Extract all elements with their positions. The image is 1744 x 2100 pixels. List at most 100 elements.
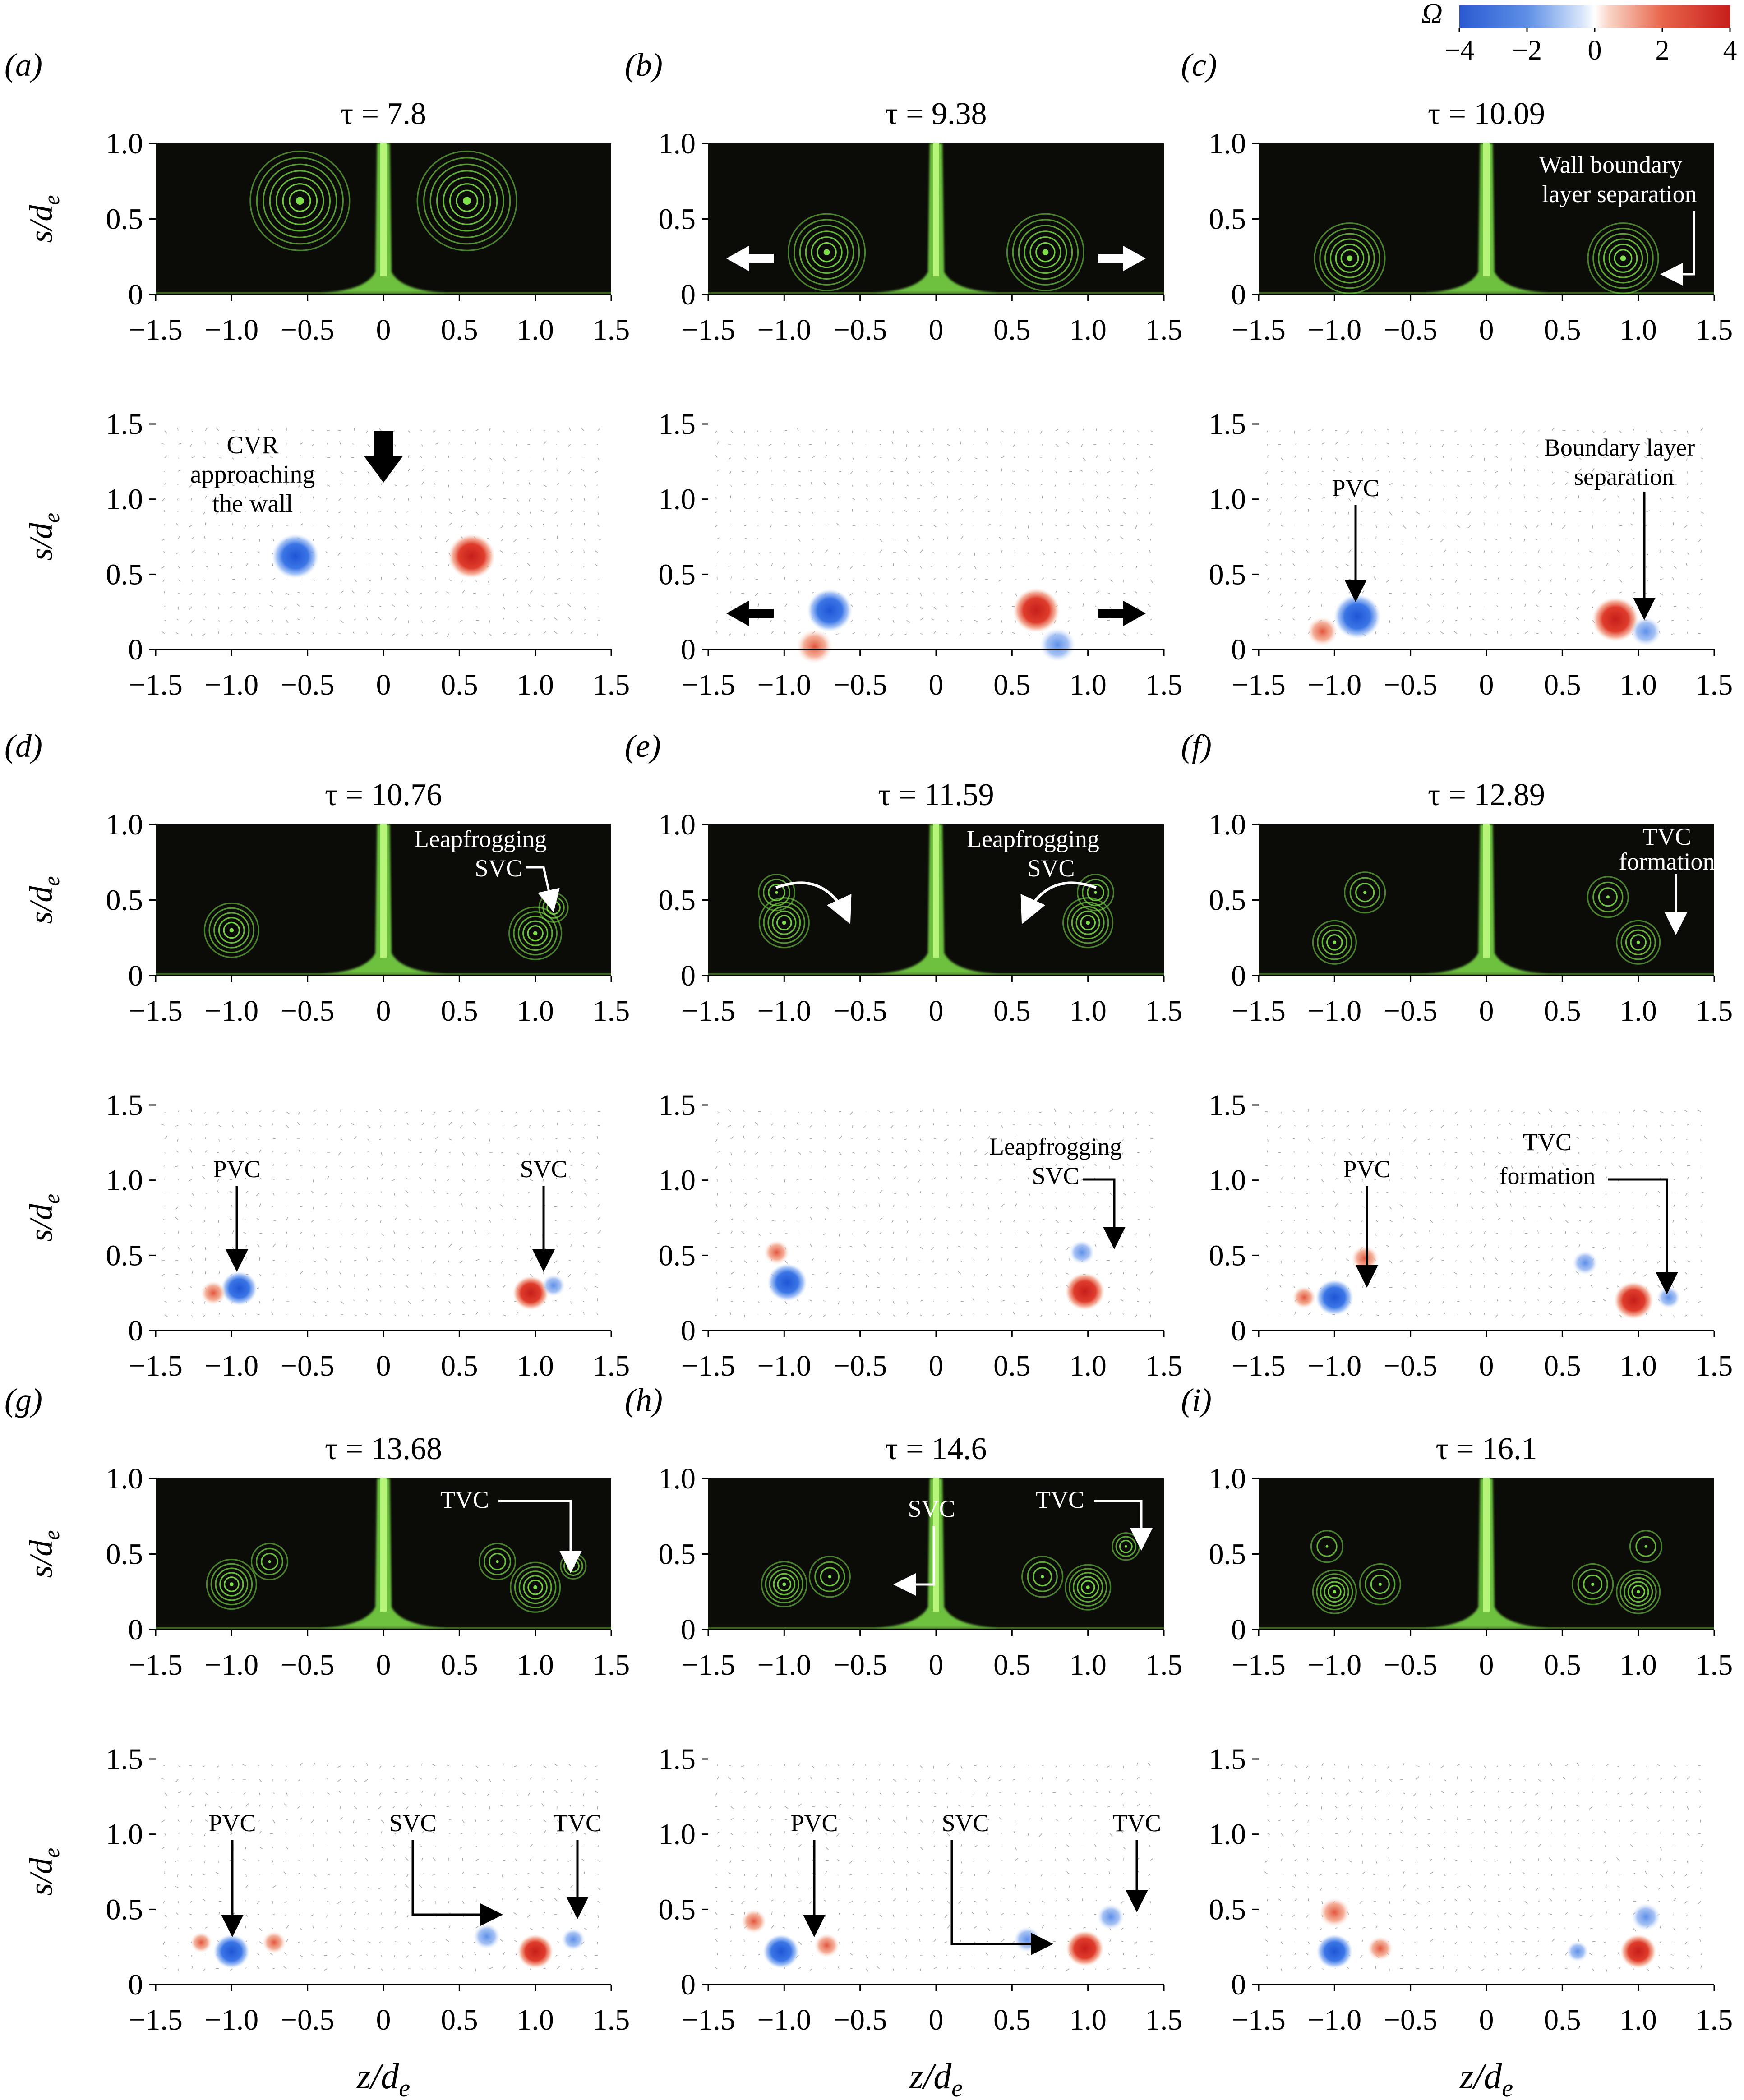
- velocity-vector: [595, 471, 598, 474]
- velocity-vector: [730, 430, 733, 433]
- velocity-vector: [893, 1193, 897, 1195]
- velocity-vector: [1467, 511, 1471, 516]
- velocity-vector: [919, 1927, 921, 1929]
- velocity-vector: [960, 441, 961, 445]
- velocity-vector: [1066, 1858, 1070, 1861]
- velocity-vector: [906, 593, 910, 595]
- velocity-vector: [460, 469, 463, 472]
- velocity-vector: [866, 1313, 867, 1315]
- velocity-vector: [418, 1218, 422, 1220]
- velocity-vector: [1015, 1847, 1017, 1851]
- velocity-vector: [1042, 1176, 1044, 1180]
- velocity-vector: [1082, 1764, 1085, 1766]
- velocity-vector: [932, 1926, 934, 1929]
- velocity-vector: [810, 1968, 812, 1971]
- velocity-vector: [203, 1314, 206, 1317]
- left-arrow: [726, 246, 774, 271]
- velocity-vector: [744, 1150, 747, 1153]
- velocity-vector: [1659, 1233, 1661, 1234]
- velocity-vector: [1511, 1220, 1513, 1222]
- velocity-vector: [257, 1952, 260, 1956]
- velocity-vector: [256, 1218, 260, 1220]
- velocity-vector: [876, 1163, 880, 1166]
- velocity-vector: [744, 1966, 746, 1969]
- velocity-vector: [405, 1285, 409, 1288]
- velocity-vector: [1069, 552, 1070, 555]
- velocity-vector: [419, 455, 422, 458]
- velocity-vector: [878, 1817, 880, 1820]
- velocity-vector: [852, 1206, 856, 1209]
- velocity-vector: [1082, 603, 1084, 607]
- velocity-vector: [893, 1941, 895, 1944]
- velocity-vector: [1428, 498, 1430, 501]
- velocity-vector: [190, 1257, 192, 1261]
- dye-ring: [808, 1556, 851, 1598]
- velocity-vector: [338, 606, 341, 610]
- velocity-vector: [1025, 469, 1029, 472]
- velocity-vector: [421, 1928, 424, 1930]
- dye-ring: [1021, 1556, 1064, 1598]
- velocity-vector: [164, 1967, 167, 1969]
- velocity-vector: [1430, 1191, 1432, 1193]
- velocity-vector: [849, 1246, 853, 1248]
- velocity-vector: [352, 1765, 355, 1768]
- velocity-vector: [812, 456, 815, 458]
- velocity-vector: [987, 552, 990, 555]
- velocity-vector: [877, 1271, 880, 1275]
- velocity-vector: [1632, 456, 1633, 458]
- x-tick-label: 1.5: [1145, 313, 1183, 346]
- velocity-vector: [1120, 525, 1124, 526]
- velocity-vector: [798, 1914, 799, 1915]
- velocity-vector: [406, 1779, 409, 1780]
- velocity-vector: [729, 1860, 731, 1864]
- velocity-vector: [795, 579, 799, 582]
- velocity-vector: [286, 1819, 289, 1820]
- x-tick-label: −1.5: [1232, 313, 1286, 346]
- velocity-vector: [351, 1165, 355, 1168]
- velocity-vector: [582, 1805, 585, 1807]
- velocity-vector: [743, 1301, 745, 1302]
- velocity-vector: [878, 1177, 880, 1180]
- velocity-vector: [906, 1109, 909, 1112]
- velocity-vector: [1454, 631, 1458, 634]
- velocity-vector: [337, 552, 341, 556]
- velocity-vector: [730, 1833, 733, 1835]
- velocity-vector: [1673, 606, 1676, 607]
- velocity-vector: [175, 1125, 179, 1127]
- velocity-vector: [435, 1220, 438, 1223]
- velocity-vector: [1015, 1150, 1017, 1153]
- velocity-vector: [367, 1819, 371, 1820]
- velocity-vector: [851, 442, 853, 445]
- velocity-vector: [475, 1179, 476, 1180]
- velocity-vector: [1388, 525, 1390, 528]
- dye-core: [572, 1565, 575, 1568]
- y-tick-label: 0: [681, 1613, 696, 1646]
- piv-field-g: −1.5 −1.0 −0.5 0 0.5 1.0 1.500.51.01.5s/de: [23, 1743, 630, 2036]
- velocity-vector: [906, 1312, 909, 1315]
- velocity-vector: [1150, 633, 1153, 635]
- x-tick-label: 0.5: [1544, 1349, 1581, 1382]
- velocity-vector: [313, 1110, 316, 1112]
- dye-ring: [793, 219, 860, 286]
- x-tick-label: 1.0: [1069, 668, 1107, 701]
- velocity-vector: [812, 539, 814, 541]
- x-tick-label: −1.5: [129, 1649, 183, 1681]
- velocity-vector: [1012, 482, 1015, 485]
- velocity-vector: [1496, 605, 1498, 607]
- velocity-vector: [379, 1125, 382, 1128]
- velocity-vector: [866, 1299, 867, 1302]
- velocity-vector: [986, 484, 988, 488]
- velocity-vector: [272, 1968, 275, 1969]
- velocity-vector: [1294, 471, 1296, 474]
- x-tick-label: 1.0: [1069, 2003, 1107, 2036]
- velocity-vector: [1549, 1285, 1552, 1288]
- velocity-vector: [581, 1858, 585, 1861]
- velocity-vector: [1482, 444, 1485, 445]
- velocity-vector: [958, 1805, 961, 1807]
- velocity-vector: [809, 498, 812, 500]
- velocity-vector: [1335, 457, 1338, 461]
- velocity-vector: [1484, 539, 1487, 542]
- velocity-vector: [1551, 1179, 1555, 1180]
